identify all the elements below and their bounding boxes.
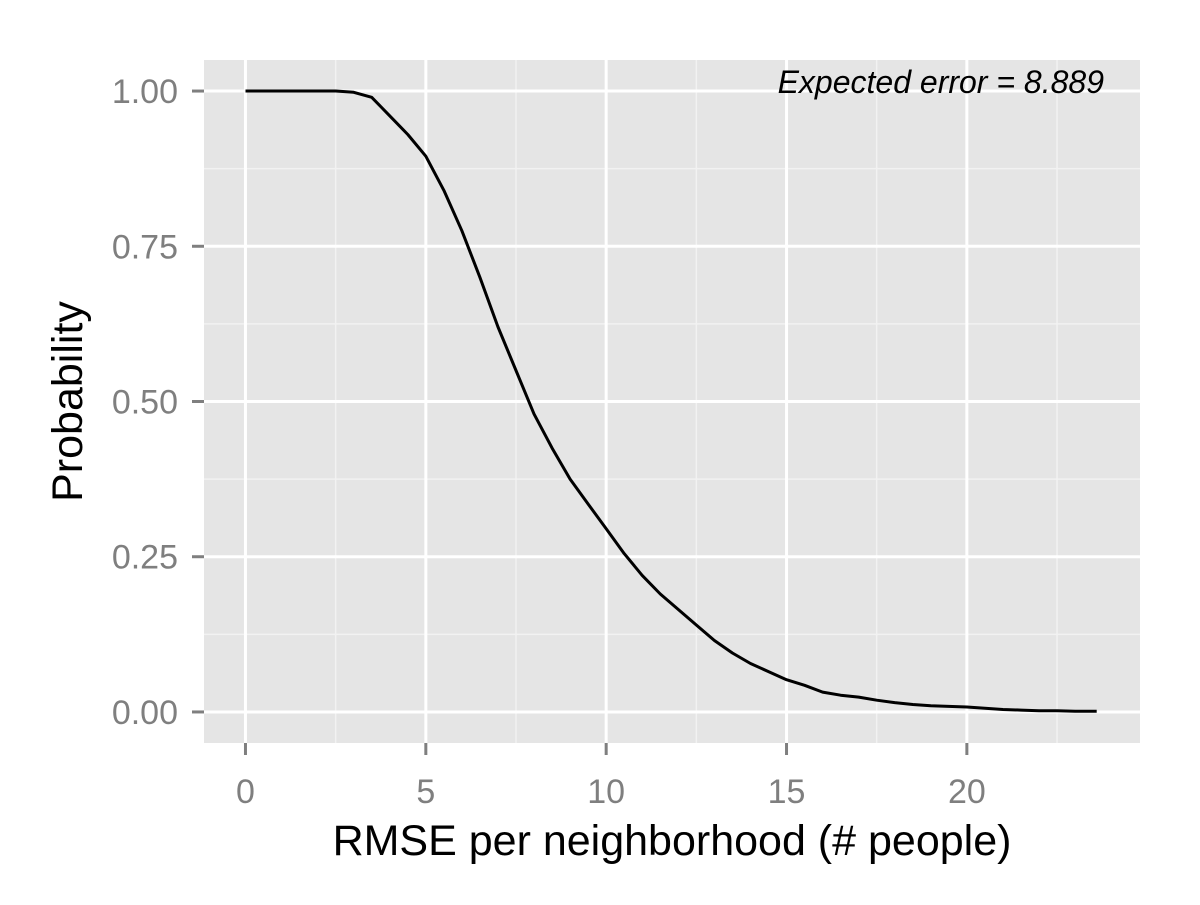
x-axis-title: RMSE per neighborhood (# people): [333, 817, 1012, 865]
y-axis-ticks: 0.00 0.25 0.50 0.75 1.00: [112, 73, 204, 732]
x-tick-label: 0: [236, 773, 255, 811]
x-tick-label: 20: [948, 773, 986, 811]
y-tick-label: 0.25: [112, 539, 178, 577]
series-line: [245, 89, 1097, 713]
x-tick-label: 5: [416, 773, 435, 811]
x-tick-label: 10: [587, 773, 625, 811]
y-tick-label: 0.50: [112, 384, 178, 422]
x-tick-label: 15: [768, 773, 806, 811]
x-axis-ticks: 0 5 10 15 20: [236, 743, 986, 811]
expected-error-annotation: Expected error = 8.889: [778, 64, 1105, 100]
y-tick-label: 1.00: [112, 73, 178, 111]
major-gridlines: [204, 60, 1140, 743]
y-axis-title: Probability: [44, 301, 92, 502]
y-tick-label: 0.75: [112, 228, 178, 266]
y-tick-label: 0.00: [112, 694, 178, 732]
